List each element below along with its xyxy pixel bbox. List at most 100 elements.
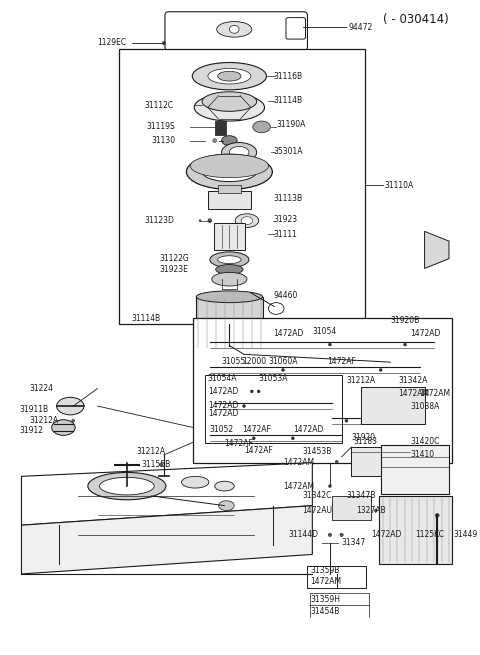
Text: 31224: 31224 bbox=[29, 384, 53, 393]
Text: 31410: 31410 bbox=[410, 451, 434, 459]
Text: 31119S: 31119S bbox=[146, 122, 175, 132]
Ellipse shape bbox=[328, 485, 331, 487]
Ellipse shape bbox=[216, 22, 252, 37]
FancyBboxPatch shape bbox=[286, 18, 305, 39]
Text: 31054: 31054 bbox=[312, 328, 336, 337]
Text: 1129EC: 1129EC bbox=[97, 39, 127, 47]
Bar bbox=[214, 223, 245, 250]
Ellipse shape bbox=[229, 147, 249, 158]
Text: 1472AF: 1472AF bbox=[327, 357, 356, 365]
Ellipse shape bbox=[52, 420, 75, 436]
Ellipse shape bbox=[282, 369, 285, 371]
Ellipse shape bbox=[191, 155, 268, 178]
Text: 1472AU: 1472AU bbox=[302, 506, 333, 515]
Text: 31113B: 31113B bbox=[273, 194, 302, 202]
Ellipse shape bbox=[196, 291, 263, 303]
Text: 1472AF: 1472AF bbox=[244, 447, 273, 455]
Bar bbox=[217, 185, 241, 193]
Ellipse shape bbox=[202, 162, 257, 181]
Ellipse shape bbox=[328, 533, 332, 536]
Ellipse shape bbox=[88, 472, 166, 500]
Ellipse shape bbox=[212, 272, 247, 286]
Ellipse shape bbox=[162, 41, 166, 45]
Ellipse shape bbox=[345, 419, 348, 422]
Ellipse shape bbox=[181, 476, 209, 488]
Text: 31342A: 31342A bbox=[398, 376, 428, 385]
Ellipse shape bbox=[192, 62, 266, 90]
Text: 94472: 94472 bbox=[348, 23, 372, 32]
Text: 12000: 12000 bbox=[242, 357, 266, 365]
Text: 1472AD: 1472AD bbox=[293, 425, 323, 434]
Text: 31911B: 31911B bbox=[20, 405, 48, 415]
Ellipse shape bbox=[335, 460, 338, 463]
Polygon shape bbox=[425, 231, 449, 269]
Ellipse shape bbox=[340, 533, 343, 536]
Ellipse shape bbox=[328, 343, 331, 346]
Text: 31054A: 31054A bbox=[208, 374, 238, 383]
Text: 31155B: 31155B bbox=[142, 460, 171, 469]
Ellipse shape bbox=[404, 343, 407, 346]
Text: 31053A: 31053A bbox=[259, 374, 288, 383]
Text: 35301A: 35301A bbox=[273, 147, 303, 156]
Text: 31342C: 31342C bbox=[302, 491, 332, 500]
Text: 31212A: 31212A bbox=[347, 376, 376, 385]
Text: 31183: 31183 bbox=[353, 437, 377, 445]
Text: 31453B: 31453B bbox=[302, 447, 332, 457]
Ellipse shape bbox=[253, 121, 270, 133]
Ellipse shape bbox=[268, 303, 284, 314]
Text: 1472AD: 1472AD bbox=[273, 329, 304, 339]
Text: 31923E: 31923E bbox=[159, 265, 188, 274]
Ellipse shape bbox=[186, 155, 272, 189]
Text: 31420C: 31420C bbox=[410, 437, 439, 445]
Text: 31190A: 31190A bbox=[276, 121, 306, 130]
Bar bbox=[193, 318, 452, 462]
Ellipse shape bbox=[215, 481, 234, 491]
Text: 31114B: 31114B bbox=[273, 96, 302, 105]
Bar bbox=[215, 121, 227, 135]
Polygon shape bbox=[22, 506, 312, 574]
Ellipse shape bbox=[435, 514, 439, 517]
Text: 31055: 31055 bbox=[222, 357, 246, 365]
Ellipse shape bbox=[241, 217, 253, 225]
Ellipse shape bbox=[379, 369, 382, 371]
Ellipse shape bbox=[242, 405, 245, 407]
Ellipse shape bbox=[196, 344, 263, 355]
Text: 31052: 31052 bbox=[210, 425, 234, 434]
Text: 31038A: 31038A bbox=[410, 402, 439, 411]
Ellipse shape bbox=[229, 26, 239, 33]
Text: 31112C: 31112C bbox=[144, 101, 174, 110]
Text: 1472AM: 1472AM bbox=[420, 389, 451, 398]
Text: 1472AF: 1472AF bbox=[242, 425, 271, 434]
Ellipse shape bbox=[217, 255, 241, 263]
Text: 1472AD: 1472AD bbox=[371, 531, 401, 540]
Bar bbox=[351, 447, 410, 476]
Bar bbox=[119, 49, 365, 324]
Ellipse shape bbox=[159, 463, 163, 466]
Bar bbox=[308, 566, 366, 588]
Text: 1472AD: 1472AD bbox=[208, 409, 238, 419]
Text: 31454B: 31454B bbox=[311, 607, 340, 616]
Text: 31114B: 31114B bbox=[132, 314, 161, 323]
Text: 31920: 31920 bbox=[351, 433, 375, 442]
Text: 31923: 31923 bbox=[273, 215, 298, 224]
Text: 31359H: 31359H bbox=[311, 595, 340, 604]
Text: 1472AM: 1472AM bbox=[398, 389, 429, 398]
Polygon shape bbox=[22, 462, 312, 525]
Text: 1472AM: 1472AM bbox=[311, 577, 341, 586]
Ellipse shape bbox=[257, 390, 260, 393]
Text: 31912: 31912 bbox=[20, 426, 44, 435]
Ellipse shape bbox=[208, 68, 251, 84]
Bar bbox=[381, 445, 449, 494]
Text: 1472AD: 1472AD bbox=[208, 387, 238, 396]
Ellipse shape bbox=[216, 265, 243, 274]
Ellipse shape bbox=[99, 477, 154, 495]
Text: 31449: 31449 bbox=[454, 531, 478, 540]
Ellipse shape bbox=[210, 252, 249, 267]
Text: 31110A: 31110A bbox=[384, 181, 414, 190]
Bar bbox=[205, 375, 342, 443]
Text: 1472AD: 1472AD bbox=[208, 401, 238, 409]
Text: 31212A: 31212A bbox=[29, 416, 59, 425]
Text: 31122G: 31122G bbox=[159, 254, 189, 263]
Ellipse shape bbox=[218, 500, 234, 510]
Ellipse shape bbox=[57, 398, 84, 415]
